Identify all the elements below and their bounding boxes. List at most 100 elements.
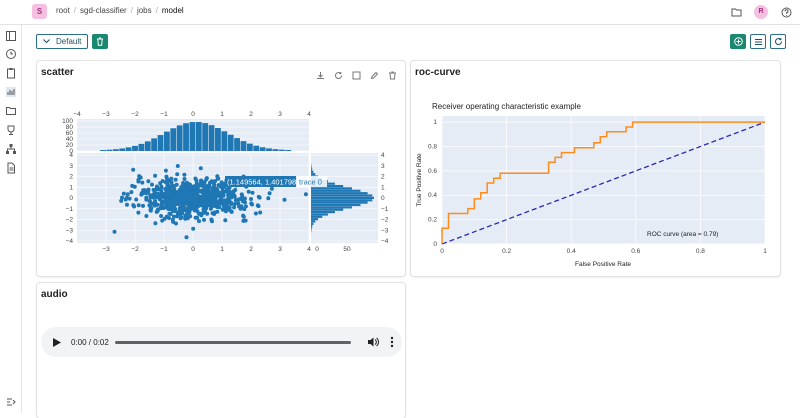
more-options-icon[interactable] — [388, 336, 396, 348]
histogram-bar — [132, 146, 138, 151]
help-icon[interactable] — [778, 4, 794, 20]
roc-chart: Receiver operating characteristic exampl… — [411, 61, 780, 276]
right-y-tick-label: −1 — [381, 206, 389, 213]
scatter-point — [122, 192, 126, 196]
histogram-bar — [311, 218, 318, 220]
list-view-button[interactable] — [750, 34, 766, 49]
scatter-point — [132, 205, 136, 209]
scatter-point — [153, 221, 157, 225]
scatter-point — [179, 198, 183, 202]
histogram-bar — [272, 149, 278, 151]
histogram-bar — [260, 147, 266, 151]
refresh-button[interactable] — [770, 34, 786, 49]
refresh-icon — [774, 37, 783, 46]
histogram-bar — [279, 150, 285, 151]
hierarchy-icon[interactable] — [5, 143, 17, 155]
delete-layout-button[interactable] — [92, 34, 108, 49]
histogram-bar — [221, 131, 227, 151]
scatter-point — [182, 173, 186, 177]
top-x-tick-label: 4 — [307, 111, 311, 118]
document-icon[interactable] — [5, 162, 17, 174]
histogram-bar — [311, 220, 315, 222]
roc-y-tick-label: 0.8 — [428, 143, 437, 150]
clock-icon[interactable] — [5, 48, 17, 60]
scatter-point — [154, 202, 158, 206]
play-icon[interactable] — [53, 338, 61, 347]
user-avatar[interactable]: R — [754, 5, 768, 19]
scatter-point — [210, 189, 214, 193]
scatter-point — [211, 211, 215, 215]
scatter-point — [170, 181, 174, 185]
scatter-point — [203, 180, 207, 184]
histogram-bar — [311, 216, 322, 218]
scatter-point — [119, 199, 123, 203]
histogram-bar — [311, 173, 315, 175]
main-y-tick-label: 2 — [69, 174, 73, 181]
scatter-point — [165, 193, 169, 197]
scatter-point — [185, 200, 189, 204]
scatter-point — [153, 174, 157, 178]
top-x-tick-label: −4 — [73, 111, 81, 118]
scatter-point — [216, 201, 220, 205]
scatter-point — [179, 191, 183, 195]
right-y-tick-label: −4 — [381, 238, 389, 245]
right-y-tick-label: 3 — [381, 163, 385, 170]
dashboard-icon[interactable] — [5, 86, 17, 98]
clipboard-icon[interactable] — [5, 67, 17, 79]
scatter-point — [215, 210, 219, 214]
expand-sidebar-icon[interactable] — [5, 396, 17, 408]
histogram-bar — [170, 128, 176, 151]
histogram-bar — [311, 192, 368, 194]
scatter-point — [209, 204, 213, 208]
scatter-point — [268, 191, 272, 195]
main-x-tick-label: 1 — [220, 246, 224, 253]
scatter-point — [148, 199, 152, 203]
roc-x-tick-label: 1 — [763, 248, 767, 255]
main-y-tick-label: 3 — [69, 163, 73, 170]
breadcrumb-current: model — [162, 6, 184, 15]
scatter-point — [165, 184, 169, 188]
scatter-point — [172, 215, 176, 219]
main-y-tick-label: −1 — [66, 206, 74, 213]
scatter-point — [172, 205, 176, 209]
histogram-bar — [241, 141, 247, 151]
right-y-tick-label: 4 — [381, 152, 385, 159]
add-panel-button[interactable] — [730, 34, 746, 49]
histogram-bar — [215, 128, 221, 151]
projects-icon[interactable] — [5, 30, 17, 42]
breadcrumb-project[interactable]: sgd-classifier — [80, 6, 127, 15]
scatter-point — [149, 194, 153, 198]
layout-dropdown[interactable]: Default — [36, 34, 88, 49]
audio-progress-bar[interactable] — [115, 341, 351, 344]
roc-x-tick-label: 0.2 — [502, 248, 511, 255]
scatter-point — [130, 184, 134, 188]
project-avatar[interactable]: S — [32, 4, 47, 19]
folder-icon[interactable] — [728, 4, 744, 20]
chevron-down-icon — [43, 39, 50, 44]
scatter-point — [229, 209, 233, 213]
roc-x-tick-label: 0.6 — [631, 248, 640, 255]
volume-icon[interactable] — [367, 336, 379, 348]
histogram-bar — [183, 123, 189, 151]
breadcrumb-root[interactable]: root — [56, 6, 70, 15]
trophy-icon[interactable] — [5, 124, 17, 136]
scatter-point — [159, 214, 163, 218]
folder-data-icon[interactable] — [5, 105, 17, 117]
histogram-bar — [100, 150, 106, 151]
roc-y-tick-label: 1 — [433, 119, 437, 126]
histogram-bar — [126, 147, 132, 151]
scatter-point — [198, 203, 202, 207]
histogram-bar — [311, 211, 335, 213]
scatter-point — [148, 203, 152, 207]
scatter-point — [156, 192, 160, 196]
trash-icon — [96, 37, 104, 46]
scatter-point — [174, 178, 178, 182]
scatter-point — [209, 198, 213, 202]
top-x-tick-label: −2 — [131, 111, 139, 118]
scatter-point — [167, 216, 171, 220]
breadcrumb-jobs[interactable]: jobs — [137, 6, 152, 15]
histogram-bar — [311, 199, 372, 201]
scatter-point — [137, 178, 141, 182]
